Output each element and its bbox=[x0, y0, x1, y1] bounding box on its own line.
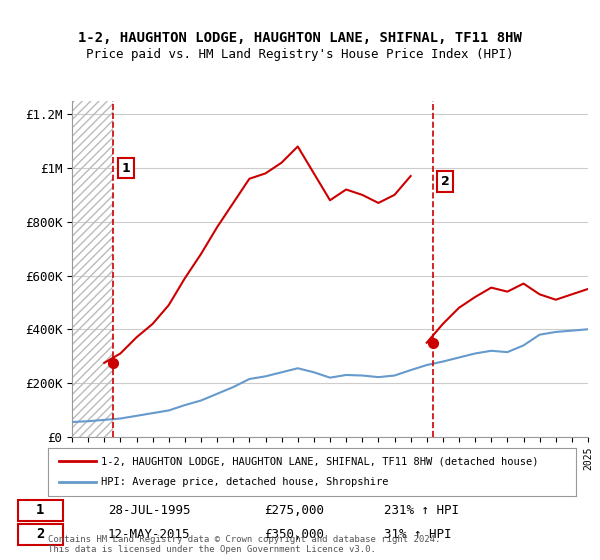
Text: 231% ↑ HPI: 231% ↑ HPI bbox=[384, 504, 459, 517]
FancyBboxPatch shape bbox=[18, 500, 63, 521]
Text: 28-JUL-1995: 28-JUL-1995 bbox=[108, 504, 191, 517]
Text: 1: 1 bbox=[121, 161, 130, 175]
Text: Contains HM Land Registry data © Crown copyright and database right 2024.
This d: Contains HM Land Registry data © Crown c… bbox=[48, 535, 440, 554]
Text: 12-MAY-2015: 12-MAY-2015 bbox=[108, 528, 191, 541]
FancyBboxPatch shape bbox=[18, 524, 63, 544]
Text: HPI: Average price, detached house, Shropshire: HPI: Average price, detached house, Shro… bbox=[101, 477, 388, 487]
Text: 1-2, HAUGHTON LODGE, HAUGHTON LANE, SHIFNAL, TF11 8HW (detached house): 1-2, HAUGHTON LODGE, HAUGHTON LANE, SHIF… bbox=[101, 456, 538, 466]
Text: 1: 1 bbox=[36, 503, 44, 517]
Text: £275,000: £275,000 bbox=[264, 504, 324, 517]
Text: 2: 2 bbox=[36, 528, 44, 541]
Bar bbox=[72, 101, 113, 437]
Text: 2: 2 bbox=[440, 175, 449, 188]
Bar bbox=[72, 101, 113, 437]
Text: £350,000: £350,000 bbox=[264, 528, 324, 541]
Text: 31% ↑ HPI: 31% ↑ HPI bbox=[384, 528, 452, 541]
Text: 1-2, HAUGHTON LODGE, HAUGHTON LANE, SHIFNAL, TF11 8HW: 1-2, HAUGHTON LODGE, HAUGHTON LANE, SHIF… bbox=[78, 31, 522, 45]
Text: Price paid vs. HM Land Registry's House Price Index (HPI): Price paid vs. HM Land Registry's House … bbox=[86, 48, 514, 60]
